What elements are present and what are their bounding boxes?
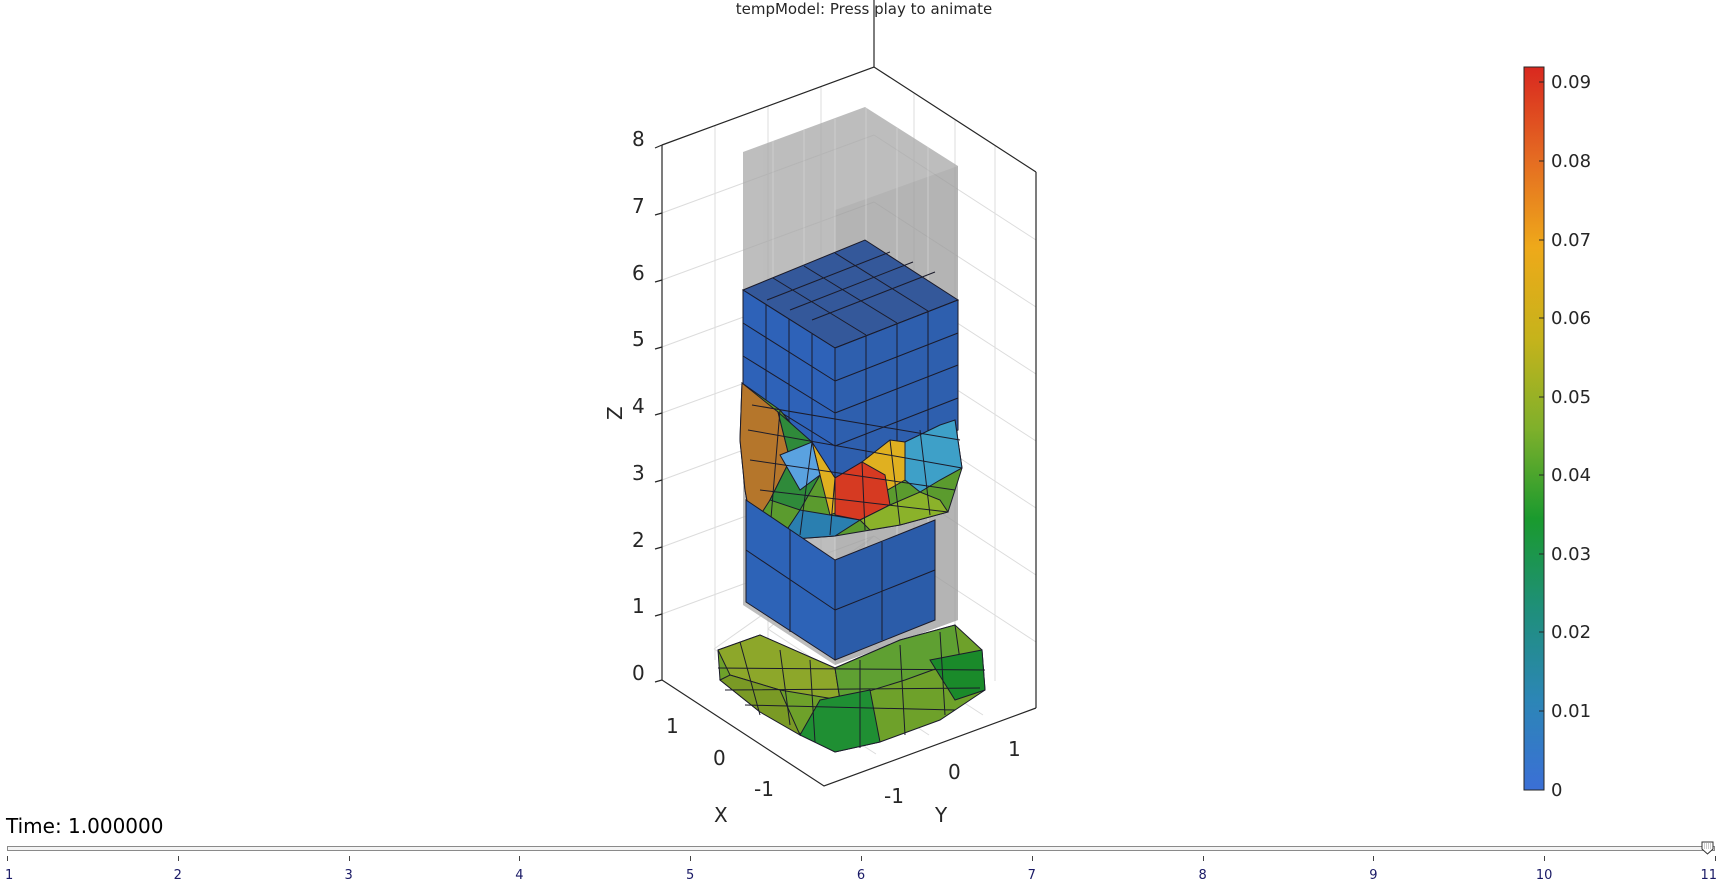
slider-tick-label: 4 (515, 868, 524, 883)
x-tick-label: 0 (713, 746, 726, 770)
z-axis-label: Z (603, 406, 627, 420)
x-tick-label: 1 (666, 714, 679, 738)
colorbar-tick-label: 0.02 (1551, 622, 1591, 643)
colorbar-tick-label: 0.09 (1551, 72, 1591, 93)
slider-track[interactable] (7, 846, 1715, 851)
colorbar[interactable]: 0 0.01 0.02 0.03 0.04 0.05 0.06 0.07 0.0… (1523, 66, 1591, 801)
colorbar-gradient (1523, 66, 1545, 791)
time-readout: Time: 1.000000 (6, 814, 164, 838)
colorbar-tick-label: 0.08 (1551, 151, 1591, 172)
slider-tick-mark (1544, 856, 1546, 861)
slider-tick-label: 9 (1369, 868, 1378, 883)
z-axis: 8 7 6 5 4 3 2 1 0 Z (603, 127, 663, 685)
z-tick-label: 4 (632, 394, 645, 418)
z-tick-label: 2 (632, 528, 645, 552)
plot-axes[interactable]: 8 7 6 5 4 3 2 1 0 Z 1 0 -1 X -1 0 1 Y 0 … (0, 0, 1728, 840)
slider-handle[interactable] (1701, 841, 1714, 855)
slider-tick-label: 10 (1535, 868, 1553, 883)
time-slider[interactable] (7, 841, 1715, 855)
slider-tick-mark (1715, 856, 1716, 861)
z-tick-label: 5 (632, 327, 645, 351)
slider-tick-mark (861, 856, 862, 861)
y-axis-label: Y (934, 803, 948, 827)
z-tick-label: 1 (632, 594, 645, 618)
z-tick-label: 7 (632, 194, 645, 218)
z-tick-label: 3 (632, 461, 645, 485)
y-tick-label: 1 (1008, 737, 1021, 761)
axes-frame (661, 0, 1037, 787)
colorbar-ticks (1539, 81, 1544, 791)
slider-tick-label: 11 (1700, 868, 1717, 883)
colorbar-tick-label: 0.04 (1551, 465, 1591, 486)
colorbar-tick-label: 0.07 (1551, 230, 1591, 251)
colorbar-tick-label: 0.01 (1551, 701, 1591, 722)
slider-ticks: 1 2 3 4 5 6 7 8 9 10 11 (0, 856, 1728, 886)
colorbar-tick-label: 0.05 (1551, 387, 1591, 408)
z-tick-label: 8 (632, 127, 645, 151)
figure-title: tempModel: Press play to animate (735, 0, 993, 18)
z-tick-label: 0 (632, 661, 645, 685)
slider-tick-mark (1373, 856, 1375, 861)
slider-tick-mark (7, 856, 8, 861)
slider-tick-label: 6 (856, 868, 866, 883)
slider-tick-label: 2 (173, 868, 182, 883)
slider-tick-label: 7 (1027, 868, 1036, 883)
slider-tick-label: 1 (5, 868, 14, 883)
y-tick-label: 0 (948, 760, 961, 784)
slider-tick-mark (1202, 856, 1204, 861)
slider-tick-label: 8 (1198, 868, 1207, 883)
deformed-mesh (717, 239, 986, 753)
x-axis-label: X (714, 803, 728, 827)
z-tick-label: 6 (632, 261, 645, 285)
slider-tick-mark (348, 856, 350, 861)
colorbar-tick-label: 0 (1551, 780, 1562, 801)
x-tick-label: -1 (754, 777, 774, 801)
colorbar-tick-label: 0.06 (1551, 308, 1591, 329)
slider-tick-label: 5 (686, 868, 695, 883)
slider-tick-mark (1031, 856, 1033, 861)
slider-tick-mark (177, 856, 179, 861)
x-axis: 1 0 -1 X (666, 714, 774, 827)
slider-tick-mark (690, 856, 692, 861)
slider-tick-mark (519, 856, 521, 861)
y-axis: -1 0 1 Y (884, 737, 1021, 827)
slider-tick-label: 3 (344, 868, 353, 883)
colorbar-tick-label: 0.03 (1551, 544, 1591, 565)
y-tick-label: -1 (884, 784, 904, 808)
